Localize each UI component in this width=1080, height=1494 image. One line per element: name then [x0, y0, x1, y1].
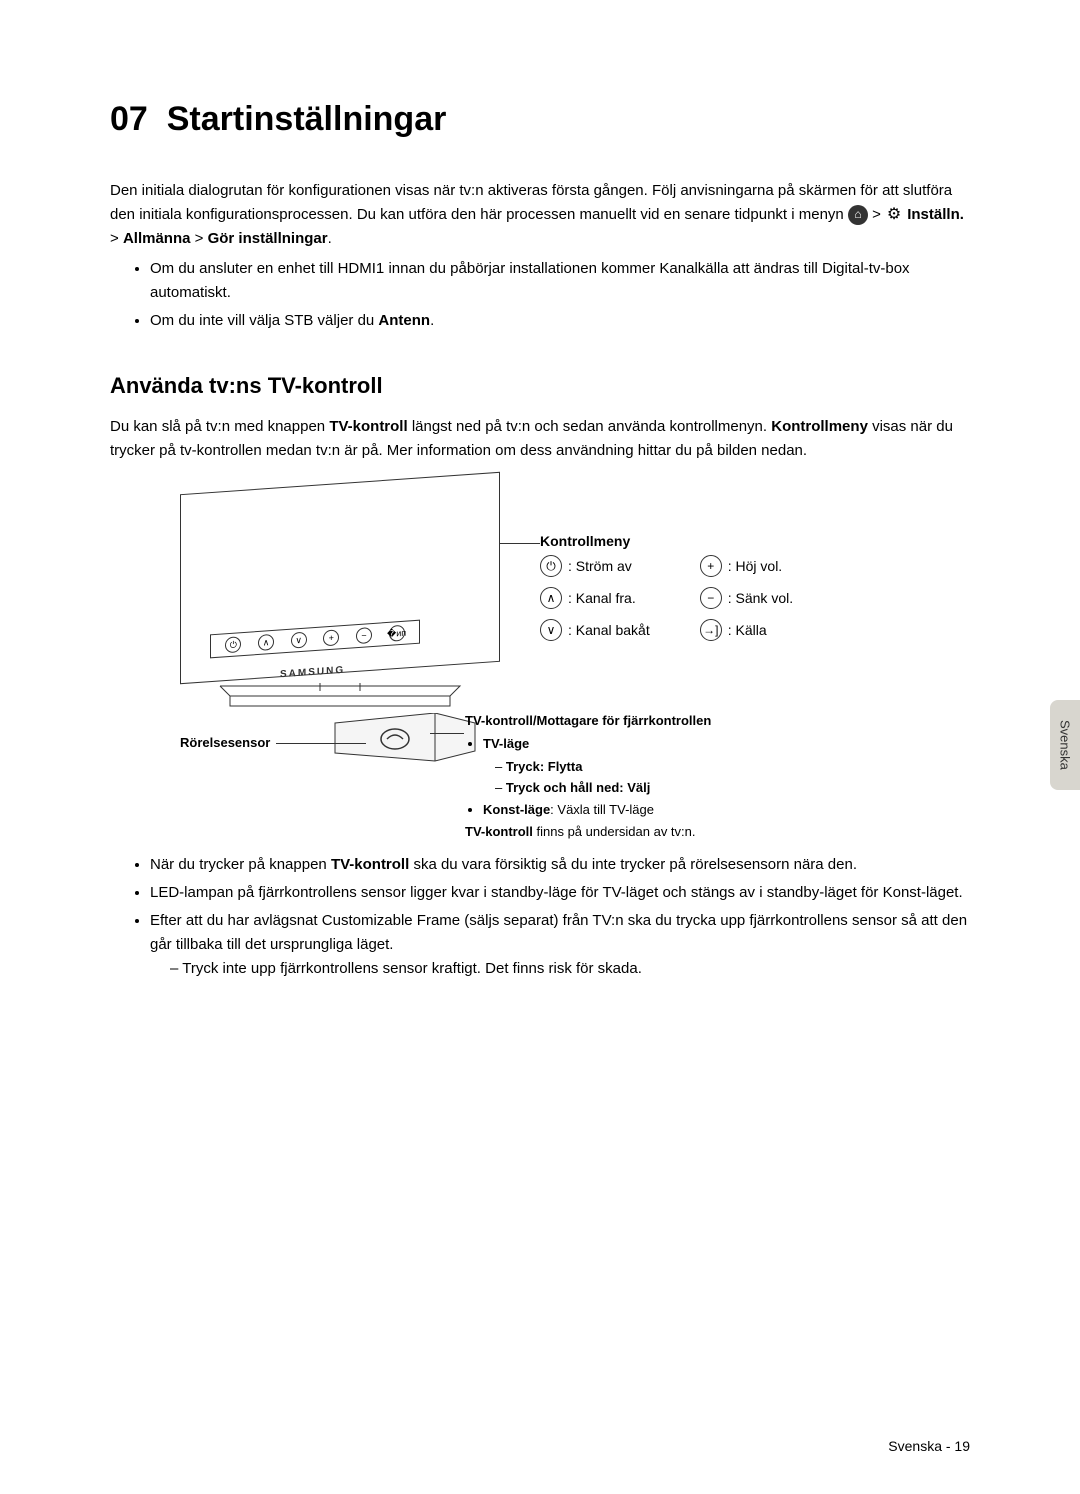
sensor-module-drawing — [325, 713, 485, 763]
bottom-bullet-2: LED-lampan på fjärrkontrollens sensor li… — [150, 881, 970, 905]
konst-item: Konst-läge: Växla till TV-läge — [483, 800, 711, 821]
tvlage-sublist: Tryck: Flytta Tryck och håll ned: Välj — [483, 757, 711, 800]
intro-bullet-2: Om du inte vill välja STB väljer du Ante… — [150, 309, 970, 333]
bottom-bullet-1: När du trycker på knappen TV-kontroll sk… — [150, 853, 970, 877]
control-power: ⏻ : Ström av — [540, 555, 650, 577]
tvcontrol-note: TV-kontroll finns på undersidan av tv:n. — [465, 822, 711, 843]
intro-bullet-list: Om du ansluter en enhet till HDMI1 innan… — [110, 257, 970, 333]
tvcontrol-list: TV-läge Tryck: Flytta Tryck och håll ned… — [465, 734, 711, 821]
intro-text-a: Den initiala dialogrutan för konfigurati… — [110, 182, 952, 223]
mini-minus-icon: − — [356, 627, 372, 644]
side-tab-label: Svenska — [1058, 720, 1073, 770]
source-label: : Källa — [728, 622, 767, 638]
konst-a: Konst-läge — [483, 802, 550, 817]
tvcontrol-leader-line — [430, 733, 464, 734]
bb1-a: När du trycker på knappen — [150, 856, 331, 873]
control-volup: + : Höj vol. — [700, 555, 793, 577]
down-icon: ∨ — [540, 619, 562, 641]
note-b: finns på undersidan av tv:n. — [533, 824, 696, 839]
diagram-area: ⏻ ∧ ∨ + − �ип SAMSUNG Kontrollmeny ⏻ : S… — [160, 483, 920, 843]
bottom-bullet-3-sub: Tryck inte upp fjärrkontrollens sensor k… — [150, 957, 970, 981]
subsection-title: Använda tv:ns TV-kontroll — [110, 373, 970, 399]
control-chfwd: ∧ : Kanal fra. — [540, 587, 650, 609]
mini-source-icon: �ип — [389, 625, 405, 642]
tvcontrol-header: TV-kontroll/Mottagare för fjärrkontrolle… — [465, 711, 711, 732]
tryck-flytta: Tryck: Flytta — [495, 757, 711, 778]
bb1-b: TV-kontroll — [331, 856, 409, 873]
minus-icon: − — [700, 587, 722, 609]
tryck-hall: Tryck och håll ned: Välj — [495, 778, 711, 799]
section-title-text: Startinställningar — [167, 100, 447, 138]
voldown-label: : Sänk vol. — [728, 590, 793, 606]
sep-3: > — [195, 230, 208, 247]
tryck-hall-label: Tryck och håll ned: Välj — [506, 780, 651, 795]
sensor-leader-line — [276, 743, 366, 744]
control-voldown: − : Sänk vol. — [700, 587, 793, 609]
intro-bullet-2a: Om du inte vill välja STB väljer du — [150, 312, 378, 329]
mini-plus-icon: + — [323, 629, 339, 646]
tvlage-label: TV-läge — [483, 736, 529, 751]
sub-d: Kontrollmeny — [771, 418, 868, 435]
intro-bullet-1: Om du ansluter en enhet till HDMI1 innan… — [150, 257, 970, 305]
volup-label: : Höj vol. — [728, 558, 782, 574]
up-icon: ∧ — [540, 587, 562, 609]
bb3-text: Efter att du har avlägsnat Customizable … — [150, 912, 967, 953]
antenn-bold: Antenn — [378, 312, 430, 329]
intro-period: . — [328, 230, 332, 247]
nav-gor: Gör inställningar — [208, 230, 328, 247]
sep-2: > — [110, 230, 123, 247]
control-source: →] : Källa — [700, 619, 793, 641]
bottom-bullet-list: När du trycker på knappen TV-kontroll sk… — [110, 853, 970, 981]
plus-icon: + — [700, 555, 722, 577]
note-a: TV-kontroll — [465, 824, 533, 839]
bottom-bullet-3: Efter att du har avlägsnat Customizable … — [150, 909, 970, 981]
sensor-label: Rörelsesensor — [180, 735, 270, 750]
chfwd-label: : Kanal fra. — [568, 590, 636, 606]
tv-control-block: TV-kontroll/Mottagare för fjärrkontrolle… — [465, 711, 711, 843]
section-title: 07 Startinställningar — [110, 100, 970, 139]
control-grid: ⏻ : Ström av + : Höj vol. ∧ : Kanal fra.… — [540, 555, 793, 641]
mini-up-icon: ∧ — [258, 634, 274, 651]
subsection-paragraph: Du kan slå på tv:n med knappen TV-kontro… — [110, 415, 970, 463]
section-number: 07 — [110, 100, 148, 138]
bottom-bullet-3-sub-1: Tryck inte upp fjärrkontrollens sensor k… — [170, 957, 970, 981]
kontrollmeny-leader-line — [500, 543, 540, 544]
page-footer: Svenska - 19 — [888, 1438, 970, 1454]
intro-bullet-2-period: . — [430, 312, 434, 329]
konst-b: : Växla till TV-läge — [550, 802, 654, 817]
tvlage-item: TV-läge Tryck: Flytta Tryck och håll ned… — [483, 734, 711, 799]
mini-power-icon: ⏻ — [225, 636, 241, 653]
language-side-tab: Svenska — [1050, 700, 1080, 790]
tryck-flytta-label: Tryck: Flytta — [506, 759, 583, 774]
source-icon: →] — [700, 619, 722, 641]
mini-down-icon: ∨ — [291, 632, 307, 649]
sub-a: Du kan slå på tv:n med knappen — [110, 418, 329, 435]
power-icon: ⏻ — [540, 555, 562, 577]
kontrollmeny-label: Kontrollmeny — [540, 533, 630, 549]
intro-paragraph: Den initiala dialogrutan för konfigurati… — [110, 179, 970, 251]
nav-installn: Inställn. — [907, 206, 964, 223]
nav-allmanna: Allmänna — [123, 230, 191, 247]
bb1-c: ska du vara försiktig så du inte trycker… — [409, 856, 857, 873]
power-label: : Ström av — [568, 558, 632, 574]
sep-1: > — [872, 206, 885, 223]
sub-c: längst ned på tv:n och sedan använda kon… — [408, 418, 772, 435]
chback-label: : Kanal bakåt — [568, 622, 650, 638]
home-icon: ⌂ — [848, 205, 868, 225]
sub-b: TV-kontroll — [329, 418, 407, 435]
gear-icon: ⚙ — [885, 206, 903, 224]
control-chback: ∨ : Kanal bakåt — [540, 619, 650, 641]
